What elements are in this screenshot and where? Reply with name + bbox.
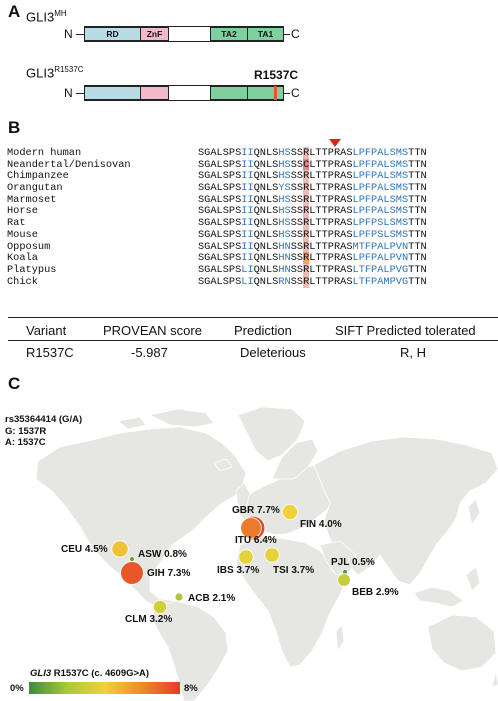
legend-min-label: 0%: [10, 683, 24, 694]
label-gih: GIH 7.3%: [147, 568, 191, 579]
population-marker-asw: [129, 556, 135, 562]
sequence-row: SGALSPSLIQNLSRNSSRLTTPRASLTFPAMPVGTTN: [198, 275, 427, 288]
label-ibs: IBS 3.7%: [217, 565, 260, 576]
sequence-row: SGALSPSIIQNLSHSSSRLTTPRASLPFPALSMSTTN: [198, 147, 427, 159]
panel-c-letter: C: [8, 374, 21, 393]
species-name: Horse: [7, 205, 38, 218]
species-name: Rat: [7, 217, 26, 230]
population-marker-acb: [174, 592, 184, 602]
sequence-row: SGALSPSLIQNLSHNSSRLTTPRASLTFPALPVGTTN: [198, 263, 427, 276]
species-name: Chimpanzee: [7, 170, 69, 183]
panel-a-letter: A: [8, 2, 21, 21]
mutation-marker: [274, 86, 277, 100]
species-name: Modern human: [7, 147, 82, 159]
africa-shape: [235, 536, 347, 668]
variant-c-linker: [284, 93, 290, 94]
table-header-rule: [8, 340, 498, 341]
sequence-alignment: SGALSPSIIQNLSHSSSRLTTPRASLPFPALSMSTTN SGA…: [198, 147, 427, 288]
panel-b-letter: B: [8, 118, 21, 137]
population-marker-itu: [240, 517, 262, 539]
species-name: Chick: [7, 275, 38, 288]
species-name: Platypus: [7, 263, 57, 276]
sequence-row: SGALSPSIIQNLSHNSSRLTTPRASMTFPALPVNTTN: [198, 240, 427, 253]
snp-allele-a: A: 1537C: [5, 437, 46, 448]
mutation-label: R1537C: [254, 68, 299, 82]
southeast-asia-shape: [413, 586, 465, 608]
species-name: Marmoset: [7, 193, 57, 206]
species-name: Koala: [7, 252, 38, 265]
label-acb: ACB 2.1%: [188, 593, 236, 604]
snp-allele-g: G: 1537R: [5, 425, 47, 437]
south-america-shape: [151, 600, 229, 701]
population-marker-tsi: [264, 547, 280, 563]
species-name: Mouse: [7, 228, 38, 241]
population-marker-fin: [281, 503, 298, 520]
snp-info: rs35364414 (G/A) G: 1537R A: 1537C: [5, 414, 82, 449]
label-itu: ITU 6.4%: [235, 535, 277, 546]
sequence-row: SGALSPSIIQNLSHSSSRLTTPRASLPFPSLSMSTTN: [198, 217, 427, 230]
australia-shape: [427, 614, 497, 672]
population-marker-clm: [152, 599, 168, 615]
variant-domain-znf: [140, 86, 169, 100]
label-asw: ASW 0.8%: [138, 549, 187, 560]
variant-protein-name: GLI3R1537C: [26, 65, 84, 81]
sequence-row: SGALSPSIIQNLSHSSSRLTTPRASLPFPALSMSTTN: [198, 205, 427, 218]
wildtype-n-linker: [76, 34, 84, 35]
variant-n-terminus: N: [64, 86, 73, 100]
table-header-prediction: Prediction: [234, 323, 292, 338]
species-list: Modern human Neandertal/Denisovan Chimpanz…: [7, 147, 131, 288]
label-pjl: PJL 0.5%: [331, 557, 375, 568]
domain-rd: RD: [84, 27, 141, 41]
legend-max-label: 8%: [184, 683, 198, 694]
label-beb: BEB 2.9%: [352, 587, 399, 598]
variant-protein-bar: [84, 85, 284, 101]
sequence-row: SGALSPSIIQNLSHSSSRLTTPRASLPFPSLSMSTTN: [198, 228, 427, 241]
position-arrow-icon: [329, 139, 341, 147]
world-map: [35, 406, 498, 701]
sequence-row: SGALSPSIIQNLSYSSSRLTTPRASLPFPALSMSTTN: [198, 182, 427, 195]
species-name: Neandertal/Denisovan: [7, 158, 131, 171]
arctic-islands-shape: [148, 408, 215, 428]
domain-ta1: TA1: [247, 27, 284, 41]
north-america-shape: [35, 426, 247, 616]
wildtype-c-linker: [284, 34, 290, 35]
uk-shape: [235, 482, 251, 508]
wildtype-c-terminus: C: [291, 27, 300, 41]
wildtype-protein-bar: RD ZnF TA2 TA1: [84, 26, 284, 42]
table-cell-sift: R, H: [400, 345, 426, 360]
domain-znf: ZnF: [140, 27, 169, 41]
snp-id: rs35364414 (G/A): [5, 414, 83, 425]
legend-title: GLI3 R1537C (c. 4609G>A): [30, 668, 150, 679]
wildtype-n-terminus: N: [64, 27, 73, 41]
table-cell-provean: -5.987: [131, 345, 168, 360]
greenland-shape: [237, 406, 306, 462]
variant-n-linker: [76, 93, 84, 94]
table-header-provean: PROVEAN score: [103, 323, 202, 338]
population-marker-ceu: [111, 540, 129, 558]
table-top-rule: [8, 317, 498, 318]
population-marker-ibs: [238, 549, 254, 565]
wildtype-protein-name: GLI3MH: [26, 9, 67, 25]
sequence-row: SGALSPSIIQNLSHSSSCLTTPRASLPFPALSMSTTN: [198, 158, 427, 171]
label-gbr: GBR 7.7%: [232, 505, 280, 516]
population-marker-gih: [120, 561, 144, 585]
table-header-variant: Variant: [26, 323, 67, 338]
species-name: Orangutan: [7, 182, 63, 195]
label-ceu: CEU 4.5%: [61, 544, 108, 555]
variant-c-terminus: C: [291, 86, 300, 100]
label-fin: FIN 4.0%: [300, 519, 342, 530]
population-marker-beb: [337, 573, 351, 587]
table-header-sift: SIFT Predicted tolerated: [335, 323, 476, 338]
table-cell-variant: R1537C: [26, 345, 74, 360]
sequence-row: SGALSPSIIQNLSHSSSRLTTPRASLPFPALSMSTTN: [198, 193, 427, 206]
legend-color-scale: [29, 682, 180, 694]
label-tsi: TSI 3.7%: [273, 565, 315, 576]
sequence-row: SGALSPSIIQNLSHNSSRLTTPRASLPFPALPVNTTN: [198, 252, 427, 265]
label-clm: CLM 3.2%: [125, 614, 173, 625]
scandinavia-shape: [271, 438, 319, 480]
species-name: Opposum: [7, 240, 51, 253]
table-cell-prediction: Deleterious: [240, 345, 306, 360]
sequence-row: SGALSPSIIQNLSHSSSRLTTPRASLPFPALSMSTTN: [198, 170, 427, 183]
